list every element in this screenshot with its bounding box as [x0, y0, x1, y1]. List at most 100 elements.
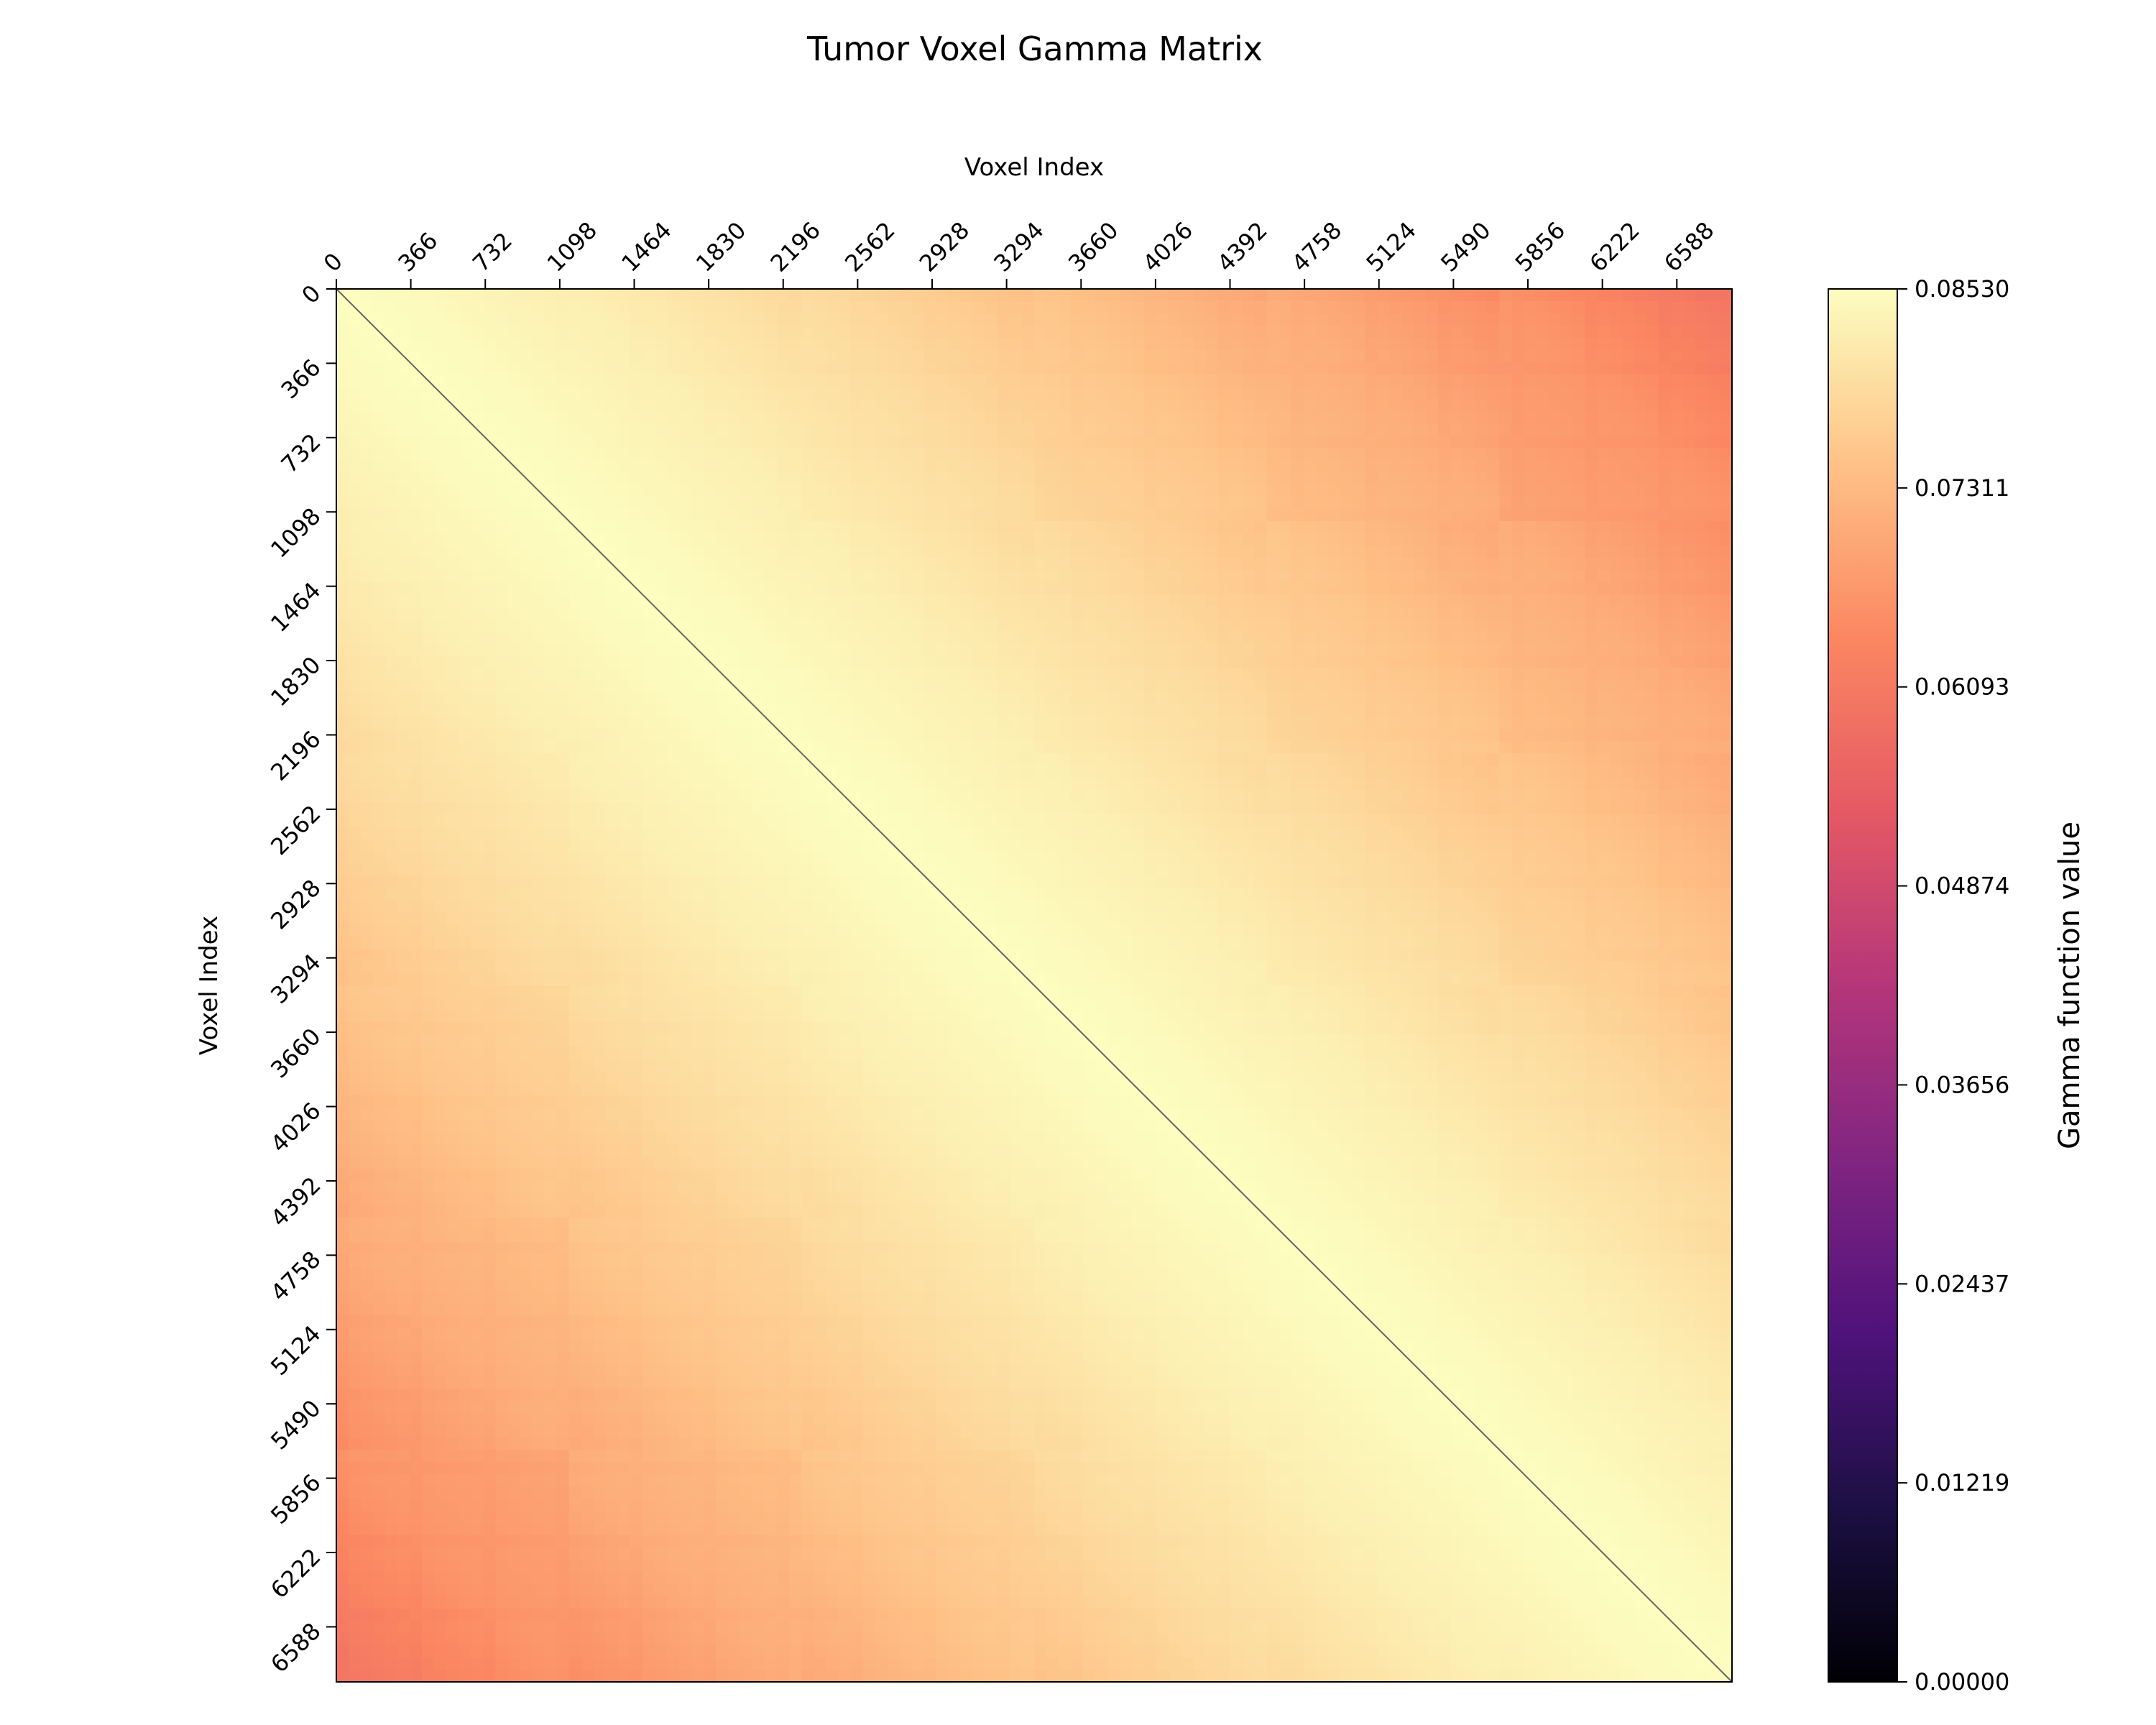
heatmap-cell: [1695, 423, 1708, 436]
heatmap-cell: [1071, 594, 1084, 607]
heatmap-cell: [1071, 814, 1084, 827]
heatmap-cell: [801, 765, 814, 778]
heatmap-cell: [568, 680, 582, 693]
heatmap-cell: [850, 680, 864, 693]
heatmap-cell: [985, 558, 998, 571]
heatmap-cell: [936, 362, 949, 375]
heatmap-cell: [740, 411, 753, 424]
heatmap-cell: [1217, 497, 1231, 510]
heatmap-cell: [1682, 350, 1696, 363]
heatmap-cell: [728, 594, 741, 607]
heatmap-cell: [814, 313, 827, 326]
heatmap-cell: [875, 753, 888, 766]
heatmap-cell: [361, 350, 374, 363]
heatmap-cell: [471, 729, 484, 742]
heatmap-cell: [777, 521, 790, 534]
heatmap-cell: [1021, 546, 1035, 558]
heatmap-cell: [985, 509, 998, 522]
heatmap-cell: [459, 509, 471, 522]
heatmap-cell: [630, 436, 643, 448]
heatmap-cell: [385, 313, 398, 326]
heatmap-cell: [1487, 374, 1500, 387]
heatmap-cell: [1169, 802, 1182, 815]
heatmap-cell: [1585, 802, 1598, 815]
heatmap-cell: [1291, 301, 1304, 314]
heatmap-cell: [1291, 570, 1304, 583]
heatmap-cell: [1193, 338, 1207, 351]
heatmap-cell: [1560, 399, 1574, 412]
heatmap-cell: [336, 619, 349, 632]
heatmap-cell: [336, 399, 349, 412]
heatmap-cell: [1450, 460, 1463, 473]
heatmap-cell: [1132, 717, 1145, 730]
heatmap-cell: [397, 643, 410, 656]
heatmap-cell: [1046, 362, 1059, 375]
heatmap-cell: [728, 387, 741, 400]
heatmap-cell: [1462, 778, 1475, 791]
heatmap-cell: [704, 631, 717, 644]
heatmap-cell: [568, 729, 582, 742]
heatmap-cell: [1083, 717, 1096, 730]
heatmap-cell: [728, 472, 741, 485]
heatmap-cell: [617, 399, 631, 412]
heatmap-cell: [593, 460, 607, 473]
heatmap-cell: [1095, 741, 1108, 754]
heatmap-cell: [1634, 607, 1647, 620]
heatmap-cell: [642, 619, 655, 632]
heatmap-cell: [1169, 692, 1182, 705]
heatmap-cell: [1132, 814, 1145, 827]
heatmap-cell: [1682, 289, 1696, 302]
heatmap-cell: [960, 472, 974, 485]
heatmap-cell: [960, 814, 974, 827]
heatmap-cell: [605, 362, 619, 375]
heatmap-cell: [1217, 631, 1231, 644]
heatmap-cell: [1242, 643, 1256, 656]
heatmap-cell: [1389, 753, 1402, 766]
heatmap-cell: [716, 533, 729, 546]
heatmap-cell: [373, 704, 386, 717]
heatmap-cell: [1120, 692, 1133, 705]
heatmap-cell: [850, 729, 864, 742]
heatmap-cell: [789, 301, 802, 314]
heatmap-cell: [1634, 521, 1647, 534]
heatmap-cell: [1499, 765, 1512, 778]
heatmap-cell: [1181, 362, 1194, 375]
heatmap-cell: [349, 594, 361, 607]
heatmap-cell: [654, 399, 668, 412]
heatmap-cell: [459, 814, 471, 827]
heatmap-cell: [1169, 387, 1182, 400]
heatmap-cell: [1193, 533, 1207, 546]
heatmap-cell: [691, 313, 704, 326]
heatmap-cell: [814, 729, 827, 742]
heatmap-cell: [1376, 313, 1390, 326]
heatmap-cell: [948, 631, 962, 644]
heatmap-cell: [1059, 326, 1072, 339]
heatmap-cell: [1009, 326, 1023, 339]
heatmap-cell: [765, 509, 778, 522]
heatmap-cell: [568, 374, 582, 387]
heatmap-cell: [397, 704, 410, 717]
heatmap-cell: [617, 533, 631, 546]
heatmap-cell: [617, 802, 631, 815]
heatmap-cell: [1511, 570, 1525, 583]
heatmap-cell: [1426, 326, 1439, 339]
heatmap-cell: [911, 497, 925, 510]
heatmap-cell: [1315, 582, 1329, 595]
heatmap-cell: [507, 692, 521, 705]
heatmap-cell: [1646, 582, 1659, 595]
heatmap-cell: [1389, 680, 1402, 693]
heatmap-cell: [410, 313, 423, 326]
heatmap-cell: [728, 607, 741, 620]
heatmap-cell: [765, 765, 778, 778]
heatmap-cell: [1266, 582, 1280, 595]
heatmap-cell: [752, 313, 765, 326]
heatmap-cell: [1279, 362, 1292, 375]
heatmap-cell: [1499, 582, 1512, 595]
heatmap-cell: [1585, 692, 1598, 705]
heatmap-cell: [1707, 741, 1720, 754]
heatmap-cell: [1634, 594, 1647, 607]
heatmap-cell: [1120, 374, 1133, 387]
heatmap-cell: [1352, 411, 1365, 424]
heatmap-cell: [752, 301, 765, 314]
heatmap-cell: [850, 460, 864, 473]
